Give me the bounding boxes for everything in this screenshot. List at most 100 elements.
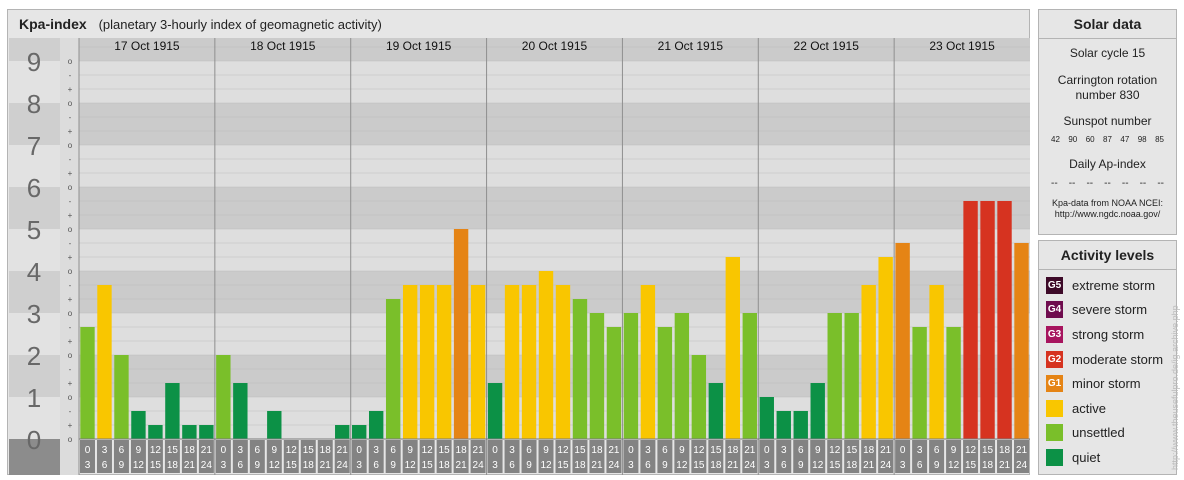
y-subtick-label: - <box>69 281 72 290</box>
y-tick-label: 7 <box>27 131 41 161</box>
interval-end-label: 15 <box>693 460 705 471</box>
solar-data-panel: Solar data Solar cycle 15 Carrington rot… <box>1038 9 1177 235</box>
interval-end-label: 21 <box>999 460 1011 471</box>
y-subtick-label: o <box>68 141 73 150</box>
interval-end-label: 21 <box>863 460 875 471</box>
y-tick-label: 1 <box>27 383 41 413</box>
sunspot-value: 60 <box>1085 135 1095 144</box>
activity-levels-panel: Activity levels G5 extreme storm G4 seve… <box>1038 240 1177 475</box>
legend-label: moderate storm <box>1072 351 1164 367</box>
interval-start-label: 18 <box>456 445 468 456</box>
interval-label-box <box>198 440 214 473</box>
interval-end-label: 18 <box>303 460 315 471</box>
kp-chart: 0123456789o+o+-o+-o+-o+-o+-o+-o+-o+-o-17… <box>9 38 1030 475</box>
sunspot-value: 90 <box>1068 135 1078 144</box>
interval-end-label: 6 <box>781 460 787 471</box>
interval-end-label: 15 <box>286 460 298 471</box>
kp-bar <box>182 425 197 439</box>
source-note-link[interactable]: http://www.ngdc.noaa.gov/ <box>1054 209 1161 219</box>
y-tick-label: 3 <box>27 299 41 329</box>
y-subtick-label: - <box>69 365 72 374</box>
interval-label-box <box>80 440 95 473</box>
interval-label-box <box>232 440 248 473</box>
y-axis-band <box>9 187 60 229</box>
interval-end-label: 15 <box>150 460 162 471</box>
interval-label-box <box>147 440 163 473</box>
interval-start-label: 9 <box>815 445 821 456</box>
interval-label-box <box>521 440 537 473</box>
legend-item-minor-storm: G1 minor storm <box>1039 371 1176 396</box>
interval-start-label: 15 <box>574 445 586 456</box>
interval-end-label: 6 <box>509 460 515 471</box>
legend-item-quiet: quiet <box>1039 445 1176 470</box>
interval-end-label: 24 <box>337 460 349 471</box>
interval-start-label: 3 <box>509 445 515 456</box>
ap-value: -- <box>1051 178 1058 189</box>
interval-start-label: 9 <box>679 445 685 456</box>
legend-item-severe-storm: G4 severe storm <box>1039 298 1176 323</box>
carrington-line2: number 830 <box>1075 88 1140 102</box>
kp-bar <box>878 257 893 439</box>
interval-label-box <box>606 440 622 473</box>
interval-label-box <box>691 440 707 473</box>
kp-bar <box>691 355 707 439</box>
interval-label-box <box>130 440 146 473</box>
y-subtick-label: - <box>69 239 72 248</box>
carrington-line1: Carrington rotation <box>1057 73 1158 87</box>
interval-start-label: 15 <box>167 445 179 456</box>
legend-item-active: active <box>1039 396 1176 421</box>
interval-start-label: 12 <box>829 445 841 456</box>
interval-end-label: 21 <box>591 460 603 471</box>
interval-start-label: 21 <box>1016 445 1028 456</box>
interval-label-box <box>96 440 112 473</box>
y-tick-label: 4 <box>27 257 41 287</box>
interval-label-box <box>946 440 962 473</box>
chart-subtitle: (planetary 3-hourly index of geomagnetic… <box>98 17 382 32</box>
interval-end-label: 3 <box>764 460 770 471</box>
ap-value: -- <box>1086 178 1094 189</box>
y-axis-band <box>9 103 60 145</box>
y-axis-band <box>9 145 60 187</box>
kp-bar <box>385 299 401 439</box>
y-tick-label: 6 <box>27 173 41 203</box>
ap-value: -- <box>1157 178 1164 189</box>
y-axis-band <box>9 313 60 355</box>
interval-end-label: 3 <box>356 460 362 471</box>
kp-bar <box>233 383 248 439</box>
day-label: 19 Oct 1915 <box>386 39 452 53</box>
y-axis-band <box>9 271 60 313</box>
interval-start-label: 21 <box>201 445 213 456</box>
plot-band <box>79 103 1030 145</box>
interval-start-label: 18 <box>591 445 603 456</box>
plot-band <box>79 145 1030 187</box>
sunspot-value: 87 <box>1103 135 1112 144</box>
interval-end-label: 21 <box>184 460 196 471</box>
kp-bar <box>453 229 469 439</box>
interval-end-label: 24 <box>1016 460 1028 471</box>
interval-end-label: 24 <box>608 460 620 471</box>
plot-band <box>79 38 1030 61</box>
interval-start-label: 12 <box>422 445 434 456</box>
interval-end-label: 21 <box>456 460 468 471</box>
kp-bar <box>487 383 503 439</box>
legend-label: strong storm <box>1072 326 1145 342</box>
y-tick-label: 5 <box>27 215 41 245</box>
kp-bar <box>80 326 95 439</box>
interval-label-box <box>470 440 486 473</box>
kp-bar <box>114 355 129 439</box>
interval-start-label: 9 <box>136 445 142 456</box>
interval-label-box <box>266 440 282 473</box>
interval-start-label: 6 <box>934 445 940 456</box>
interval-label-box <box>674 440 690 473</box>
interval-start-label: 6 <box>119 445 125 456</box>
interval-end-label: 12 <box>405 460 417 471</box>
interval-start-label: 12 <box>286 445 298 456</box>
interval-start-label: 0 <box>85 445 91 456</box>
ap-value: -- <box>1068 178 1076 189</box>
plot-band <box>79 229 1030 271</box>
ap-title: Daily Ap-index <box>1069 157 1146 171</box>
kp-bar <box>674 313 690 439</box>
interval-label-box <box>844 440 860 473</box>
kp-bar <box>521 284 537 439</box>
interval-end-label: 12 <box>133 460 145 471</box>
